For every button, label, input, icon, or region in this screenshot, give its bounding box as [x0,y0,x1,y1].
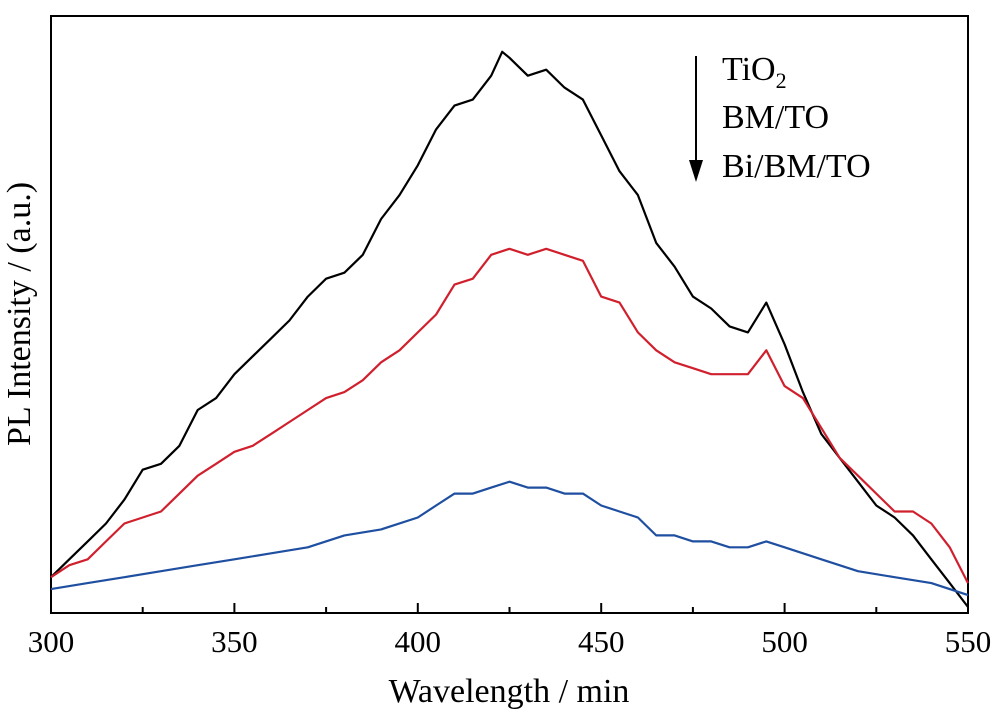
legend: TiO2 BM/TO Bi/BM/TO [689,51,871,185]
series-line-tio2 [50,50,969,608]
legend-entry-tio2-base: TiO [722,51,776,88]
x-tick-label-400: 400 [395,624,442,659]
x-tick-label-500: 500 [761,624,808,659]
x-tick-label-350: 350 [211,624,258,659]
series-line-bi-bm-to [50,480,969,597]
x-axis-title: Wavelength / min [389,673,630,710]
x-axis-ticks [50,603,969,613]
legend-entry-bi-bm-to: Bi/BM/TO [722,148,871,185]
x-tick-label-550: 550 [945,624,992,659]
x-tick-label-300: 300 [28,624,75,659]
legend-entry-tio2-sub: 2 [776,68,787,93]
x-axis-tick-labels: 300 350 400 450 500 550 [28,624,992,659]
series-layer [50,50,969,608]
x-tick-label-450: 450 [578,624,625,659]
y-axis-title: PL Intensity / (a.u.) [1,182,38,446]
legend-entry-tio2: TiO2 [722,51,787,93]
legend-arrow-head [689,160,703,182]
plot-frame [50,15,969,614]
series-line-bm-to [50,247,969,584]
legend-entry-bm-to: BM/TO [722,99,829,136]
